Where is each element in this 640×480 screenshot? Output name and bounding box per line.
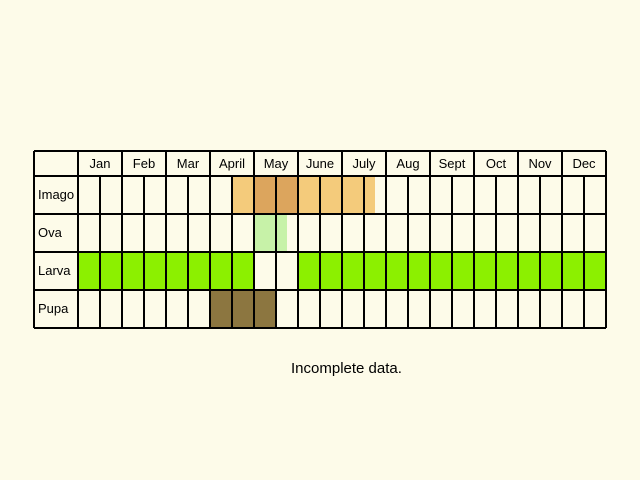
month-label: June — [305, 156, 335, 171]
cell-larva-17 — [452, 252, 474, 290]
cell-larva-11 — [320, 252, 342, 290]
month-label: Jan — [89, 156, 111, 171]
cell-larva-18 — [474, 252, 496, 290]
stage-label-imago: Imago — [38, 187, 75, 202]
cell-larva-7 — [232, 252, 254, 290]
cell-larva-22 — [562, 252, 584, 290]
cell-larva-6 — [210, 252, 232, 290]
cell-larva-23 — [584, 252, 606, 290]
cell-larva-21 — [540, 252, 562, 290]
cell-imago-10 — [298, 176, 320, 214]
stage-label-larva: Larva — [38, 263, 71, 278]
cell-imago-8 — [254, 176, 276, 214]
cell-ova-9 — [276, 214, 287, 252]
month-label: April — [218, 156, 246, 171]
cell-larva-20 — [518, 252, 540, 290]
note-text: Incomplete data. — [291, 360, 402, 377]
cell-larva-3 — [144, 252, 166, 290]
cell-larva-10 — [298, 252, 320, 290]
cell-larva-16 — [430, 252, 452, 290]
cell-ova-8 — [254, 214, 276, 252]
cell-larva-15 — [408, 252, 430, 290]
month-label: Oct — [485, 156, 507, 171]
month-label: Nov — [528, 156, 552, 171]
cell-larva-1 — [100, 252, 122, 290]
cell-imago-7 — [232, 176, 254, 214]
cell-larva-5 — [188, 252, 210, 290]
month-label: Dec — [572, 156, 596, 171]
cell-larva-4 — [166, 252, 188, 290]
month-label: July — [352, 156, 376, 171]
cell-pupa-8 — [254, 290, 276, 328]
cell-larva-14 — [386, 252, 408, 290]
cell-imago-11 — [320, 176, 342, 214]
cell-pupa-6 — [210, 290, 232, 328]
cell-larva-19 — [496, 252, 518, 290]
cell-larva-13 — [364, 252, 386, 290]
cell-imago-13 — [364, 176, 375, 214]
cell-larva-0 — [78, 252, 100, 290]
cell-larva-12 — [342, 252, 364, 290]
cell-larva-2 — [122, 252, 144, 290]
cell-pupa-7 — [232, 290, 254, 328]
stage-label-ova: Ova — [38, 225, 62, 240]
month-label: Aug — [396, 156, 420, 171]
month-label: Feb — [132, 156, 156, 171]
month-label: May — [263, 156, 289, 171]
cell-imago-9 — [276, 176, 298, 214]
cell-imago-12 — [342, 176, 364, 214]
month-label: Sept — [438, 156, 466, 171]
month-label: Mar — [176, 156, 200, 171]
stage-label-pupa: Pupa — [38, 301, 69, 316]
